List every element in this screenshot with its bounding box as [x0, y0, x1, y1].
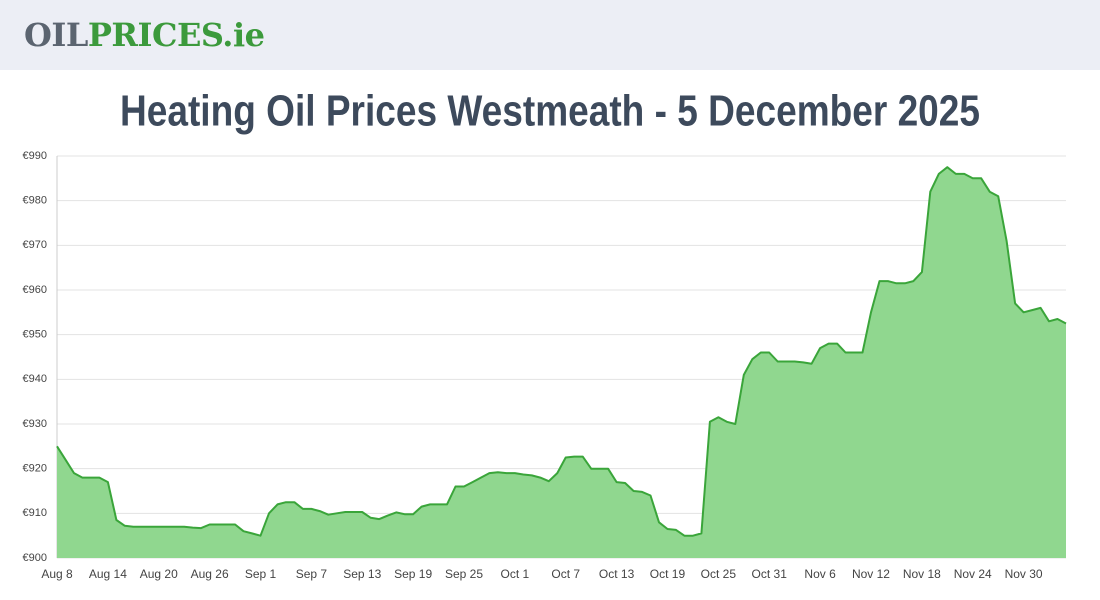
x-tick-label: Oct 13 — [599, 567, 635, 581]
x-tick-label: Oct 1 — [501, 567, 530, 581]
line — [56, 166, 1067, 537]
x-tick-label: Aug 20 — [140, 567, 178, 581]
y-tick-label: €920 — [23, 463, 47, 475]
x-tick-label: Nov 24 — [954, 567, 992, 581]
chart: Heating Oil Prices Westmeath - 5 Decembe… — [23, 87, 1067, 581]
x-tick-label: Aug 8 — [41, 567, 73, 581]
x-tick-label: Sep 7 — [296, 567, 328, 581]
x-tick-label: Nov 30 — [1005, 567, 1043, 581]
x-tick-label: Aug 26 — [191, 567, 229, 581]
logo[interactable]: OILPRICES.ie — [24, 16, 265, 54]
logo-part: OIL — [24, 16, 88, 54]
x-tick-label: Sep 1 — [245, 567, 277, 581]
y-tick-label: €950 — [23, 329, 47, 341]
y-tick-label: €900 — [23, 552, 47, 564]
x-tick-label: Sep 19 — [394, 567, 432, 581]
y-tick-label: €910 — [23, 507, 47, 519]
y-tick-label: €990 — [23, 150, 47, 162]
x-tick-label: Nov 18 — [903, 567, 941, 581]
x-tick-label: Sep 13 — [343, 567, 381, 581]
y-tick-label: €960 — [23, 284, 47, 296]
x-tick-label: Oct 7 — [551, 567, 580, 581]
y-tick-label: €940 — [23, 373, 47, 385]
area — [57, 167, 1066, 558]
x-tick-label: Sep 25 — [445, 567, 483, 581]
chart-title: Heating Oil Prices Westmeath - 5 Decembe… — [120, 87, 980, 136]
logo-part: PRICES.ie — [87, 16, 265, 54]
x-tick-label: Aug 14 — [89, 567, 127, 581]
x-tick-label: Oct 19 — [650, 567, 686, 581]
y-tick-label: €970 — [23, 239, 47, 251]
x-tick-label: Nov 12 — [852, 567, 890, 581]
y-tick-label: €980 — [23, 195, 47, 207]
x-tick-label: Oct 25 — [701, 567, 737, 581]
header: OILPRICES.ie — [0, 0, 1100, 70]
y-tick-label: €930 — [23, 418, 47, 430]
x-tick-label: Oct 31 — [752, 567, 788, 581]
x-tick-label: Nov 6 — [804, 567, 836, 581]
